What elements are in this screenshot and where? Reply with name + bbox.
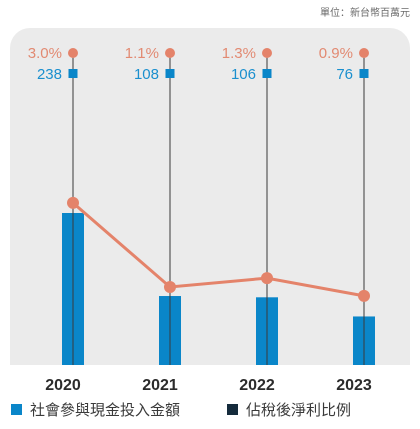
amount-marker-2021	[165, 69, 175, 78]
ratio-marker-2021	[165, 48, 175, 58]
ratio-marker-2022	[262, 48, 272, 58]
ratio-point-2020	[67, 196, 79, 209]
amount-label-2022: 106	[231, 66, 256, 83]
amount-marker-2022	[262, 69, 272, 78]
ratio-point-2023	[358, 289, 370, 302]
year-label-2021: 2021	[142, 377, 178, 394]
year-label-2022: 2022	[239, 377, 275, 394]
ratio-marker-2023	[359, 48, 369, 58]
ratio-series-line	[72, 201, 365, 298]
amount-label-2023: 76	[336, 66, 353, 83]
amount-label-2021: 108	[134, 66, 159, 83]
chart-panel	[10, 28, 410, 365]
ratio-point-2022	[261, 272, 273, 285]
ratio-label-2022: 1.3%	[222, 45, 256, 62]
ratio-label-2021: 1.1%	[125, 45, 159, 62]
ratio-point-2021	[164, 281, 176, 293]
amount-marker-2020	[68, 69, 78, 78]
year-label-2023: 2023	[336, 377, 372, 394]
legend-swatch-amount	[11, 404, 22, 415]
ratio-marker-2020	[68, 48, 78, 58]
legend-swatch-ratio	[227, 404, 238, 415]
ratio-label-2020: 3.0%	[28, 45, 62, 62]
year-label-2020: 2020	[45, 377, 81, 394]
amount-label-2020: 238	[37, 66, 62, 83]
x-axis-labels: 2020 2021 2022 2023	[45, 377, 372, 394]
legend-label-amount: 社會參與現金投入金額	[30, 402, 180, 419]
legend-label-ratio: 佔稅後淨利比例	[246, 402, 351, 419]
ratio-points	[67, 48, 370, 302]
legend: 社會參與現金投入金額 佔稅後淨利比例	[11, 402, 351, 419]
unit-label: 單位：新台幣百萬元	[320, 6, 410, 19]
value-labels: 3.0% 238 1.1% 108 1.3% 106 0.9% 76	[28, 45, 353, 83]
stem-lines	[72, 53, 365, 365]
ratio-label-2023: 0.9%	[319, 45, 353, 62]
amount-marker-2023	[359, 69, 369, 78]
